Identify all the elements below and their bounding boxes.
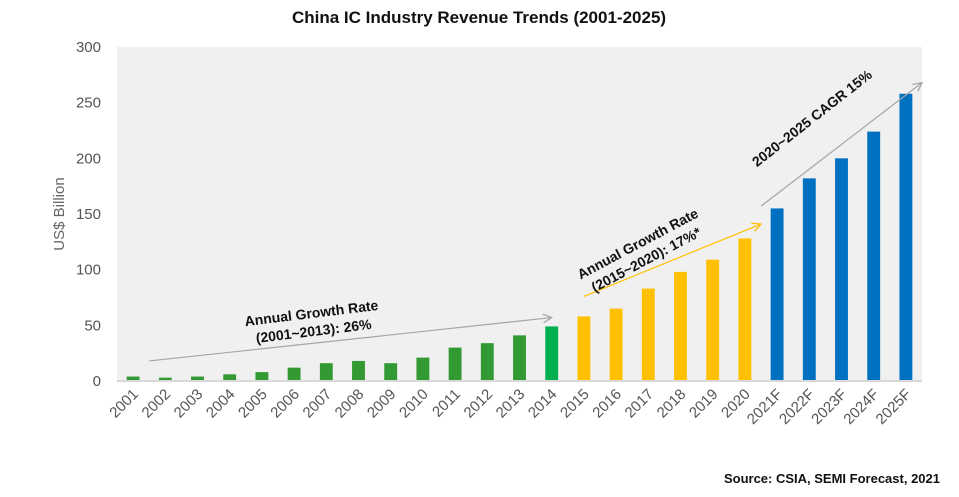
bar-2012: [480, 343, 494, 381]
bar-2019: [706, 259, 720, 381]
bar-2008: [352, 360, 365, 381]
y-tick-label: 50: [84, 317, 101, 334]
bar-2024F: [867, 131, 881, 381]
bar-2007: [319, 363, 333, 381]
x-tick-label: 2022F: [776, 386, 818, 428]
plot-area: [117, 47, 922, 381]
bar-2023F: [835, 158, 848, 381]
x-tick-label: 2023F: [808, 386, 850, 428]
x-tick-label: 2010: [396, 386, 432, 422]
trend-arrow: [583, 224, 761, 297]
x-tick-label: 2025F: [873, 386, 915, 428]
x-tick-label: 2024F: [840, 386, 882, 428]
bar-2017: [641, 288, 655, 381]
x-tick-label: 2009: [364, 386, 400, 422]
bar-2022F: [802, 178, 816, 381]
x-tick-label: 2019: [686, 386, 722, 422]
bar-2014: [545, 326, 559, 381]
bar-2011: [448, 347, 462, 381]
bar-2009: [384, 363, 398, 381]
x-tick-label: 2008: [332, 386, 368, 422]
bar-2021F: [770, 208, 784, 381]
bar-2015: [577, 316, 591, 381]
x-tick-label: 2004: [203, 386, 239, 422]
x-tick-label: 2017: [622, 386, 658, 422]
bar-2025F: [899, 93, 913, 381]
x-tick-label: 2016: [589, 386, 625, 422]
x-tick-label: 2001: [106, 386, 142, 422]
y-axis-label: US$ Billion: [51, 177, 68, 250]
x-tick-label: 2018: [654, 386, 690, 422]
x-tick-label: 2011: [429, 386, 464, 421]
x-tick-label: 2007: [300, 386, 336, 422]
y-tick-label: 300: [76, 39, 101, 56]
y-tick-label: 200: [76, 150, 101, 167]
x-tick-label: 2002: [139, 386, 175, 422]
y-tick-label: 250: [76, 95, 101, 112]
x-tick-label: 2005: [235, 386, 271, 422]
y-tick-label: 0: [93, 373, 101, 390]
x-tick-label: 2015: [557, 386, 593, 422]
bar-2016: [609, 308, 623, 381]
x-tick-label: 2003: [171, 386, 207, 422]
source-note: Source: CSIA, SEMI Forecast, 2021: [724, 471, 940, 486]
bar-2020: [738, 238, 752, 381]
trend-arrow: [760, 83, 922, 207]
x-tick-label: 2021F: [744, 386, 786, 428]
bar-2003: [191, 376, 204, 381]
x-tick-label: 2014: [525, 386, 561, 422]
bar-2013: [513, 335, 526, 381]
y-tick-label: 150: [76, 206, 101, 223]
bar-2006: [287, 367, 301, 381]
bar-2002: [158, 377, 172, 381]
trend-arrow: [149, 318, 552, 362]
bar-2001: [126, 376, 140, 381]
bar-2010: [416, 357, 430, 381]
bar-2005: [255, 372, 269, 381]
x-axis: 2001200220032004200520062007200820092010…: [106, 386, 914, 428]
chart-title: China IC Industry Revenue Trends (2001-2…: [292, 8, 666, 27]
y-axis: 0 50 100 150 200 250 300: [76, 39, 101, 390]
bar-2004: [223, 374, 237, 381]
x-tick-label: 2012: [461, 386, 497, 422]
x-tick-label: 2006: [267, 386, 303, 422]
bars: [126, 93, 913, 381]
y-tick-label: 100: [76, 262, 101, 279]
bar-2018: [674, 271, 687, 381]
x-tick-label: 2013: [493, 386, 529, 422]
